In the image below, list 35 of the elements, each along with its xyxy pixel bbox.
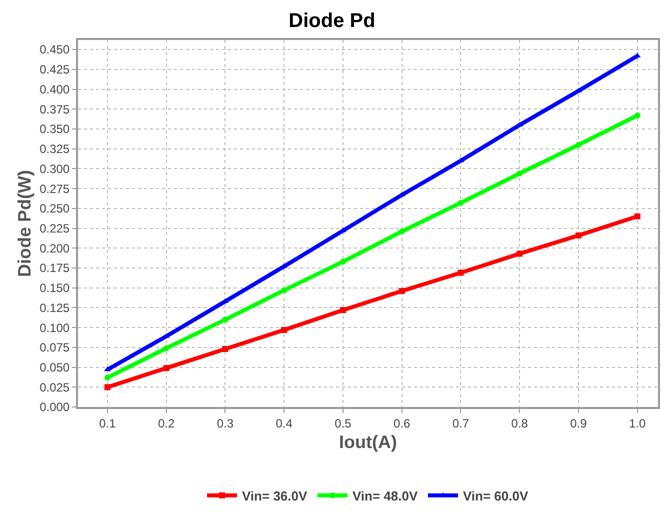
legend-label: Vin= 60.0V	[462, 488, 528, 504]
y-tick-label: 0.400	[40, 82, 70, 96]
y-tick-label: 0.125	[40, 300, 70, 315]
y-tick-label: 0.350	[40, 122, 70, 136]
y-tick-label: 0.200	[40, 241, 70, 256]
y-tick-label: 0.325	[40, 142, 70, 156]
y-tick-label: 0.150	[40, 281, 70, 296]
x-tick-label: 0.3	[216, 416, 234, 430]
x-tick-label: 0.8	[511, 416, 528, 430]
y-tick-label: 0.175	[40, 261, 70, 276]
y-tick-label: 0.300	[40, 162, 70, 176]
x-tick-label: 0.6	[394, 416, 411, 430]
x-tick-label: 0.1	[99, 416, 116, 430]
x-tick-label: 0.5	[334, 416, 352, 430]
y-tick-label: 0.050	[40, 360, 70, 374]
x-tick-label: 1.0	[629, 416, 646, 430]
y-tick-label: 0.225	[40, 221, 70, 236]
y-tick-label: 0.425	[40, 62, 70, 77]
y-tick-label: 0.275	[40, 182, 70, 196]
y-tick-label: 0.000	[40, 400, 70, 414]
legend-label: Vin= 48.0V	[352, 488, 418, 504]
x-tick-label: 0.4	[276, 416, 293, 430]
chart-title: Diode Pd	[288, 10, 376, 32]
y-tick-label: 0.025	[40, 380, 70, 394]
y-tick-label: 0.375	[40, 102, 70, 116]
x-tick-label: 0.9	[570, 416, 588, 430]
y-tick-label: 0.100	[40, 320, 70, 335]
y-tick-label: 0.450	[40, 42, 70, 57]
x-axis-title: Iout(A)	[339, 432, 397, 452]
legend-label: Vin= 36.0V	[242, 488, 308, 504]
y-tick-label: 0.250	[40, 202, 70, 216]
y-axis-title: Diode Pd(W)	[14, 170, 34, 277]
y-tick-label: 0.075	[40, 340, 70, 355]
x-tick-label: 0.7	[452, 416, 470, 430]
x-tick-label: 0.2	[158, 416, 175, 430]
